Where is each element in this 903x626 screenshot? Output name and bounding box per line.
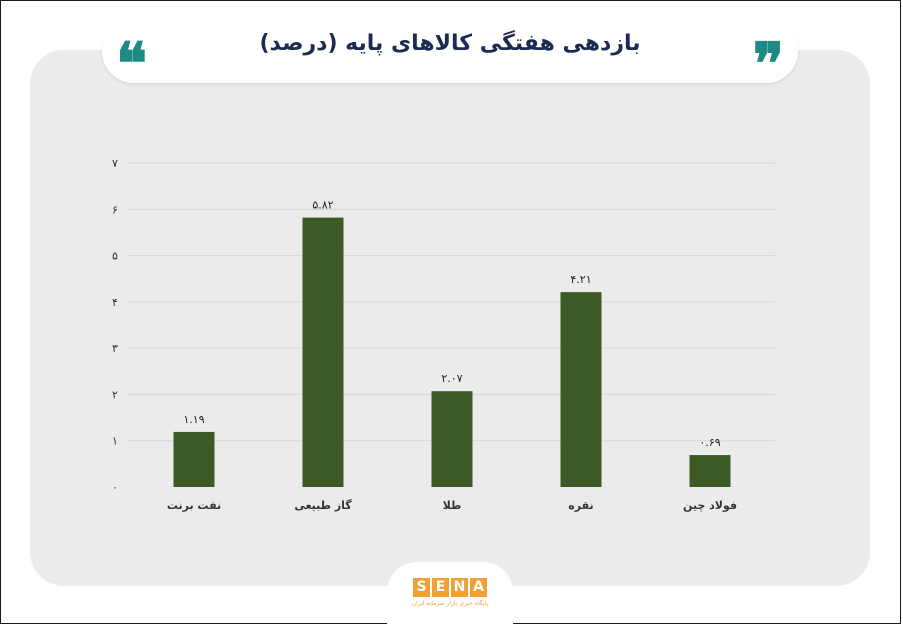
- y-tick-label: ۴: [112, 296, 118, 309]
- y-tick-label: ۵: [112, 250, 118, 263]
- data-label: ۴.۲۱: [570, 273, 591, 286]
- y-tick-label: ۷: [112, 157, 118, 170]
- logo-letter: E: [432, 578, 449, 597]
- y-tick-label: ۶: [112, 203, 118, 216]
- logo-letter: A: [470, 578, 487, 597]
- bar: [431, 391, 473, 487]
- data-label: ۰.۶۹: [699, 436, 720, 449]
- x-tick-label: فولاد چین: [683, 499, 737, 512]
- bar: [302, 217, 344, 488]
- y-tick-label: ۰: [112, 481, 118, 494]
- x-tick-label: گاز طبیعی: [294, 499, 352, 512]
- chart-card: [30, 50, 870, 586]
- logo-subtitle: پایگاه خبری بازار سرمایه ایران: [411, 600, 489, 607]
- bar: [560, 292, 602, 487]
- chart-title: بازدهی هفتگی کالاهای پایه (درصد): [259, 31, 641, 56]
- logo-tab: S E N A پایگاه خبری بازار سرمایه ایران: [387, 562, 513, 626]
- logo-letter: N: [451, 578, 468, 597]
- x-tick-label: نقره: [568, 499, 593, 512]
- logo-letter: S: [413, 578, 430, 597]
- quote-close-icon: ❞: [752, 30, 784, 98]
- y-tick-label: ۱: [112, 435, 118, 448]
- bar: [173, 431, 215, 487]
- x-tick-label: نفت برنت: [167, 499, 221, 512]
- y-tick-label: ۳: [112, 342, 118, 355]
- bar: [689, 455, 731, 487]
- data-label: ۵.۸۲: [312, 199, 333, 212]
- quote-open-icon: ❝: [116, 30, 148, 98]
- title-banner: ❝ بازدهی هفتگی کالاهای پایه (درصد) ❞: [102, 17, 798, 93]
- sena-logo-icon: S E N A: [413, 578, 487, 597]
- x-tick-label: طلا: [443, 499, 462, 512]
- data-label: ۱.۱۹: [183, 413, 204, 426]
- data-label: ۲.۰۷: [441, 372, 462, 385]
- y-tick-label: ۲: [112, 388, 118, 401]
